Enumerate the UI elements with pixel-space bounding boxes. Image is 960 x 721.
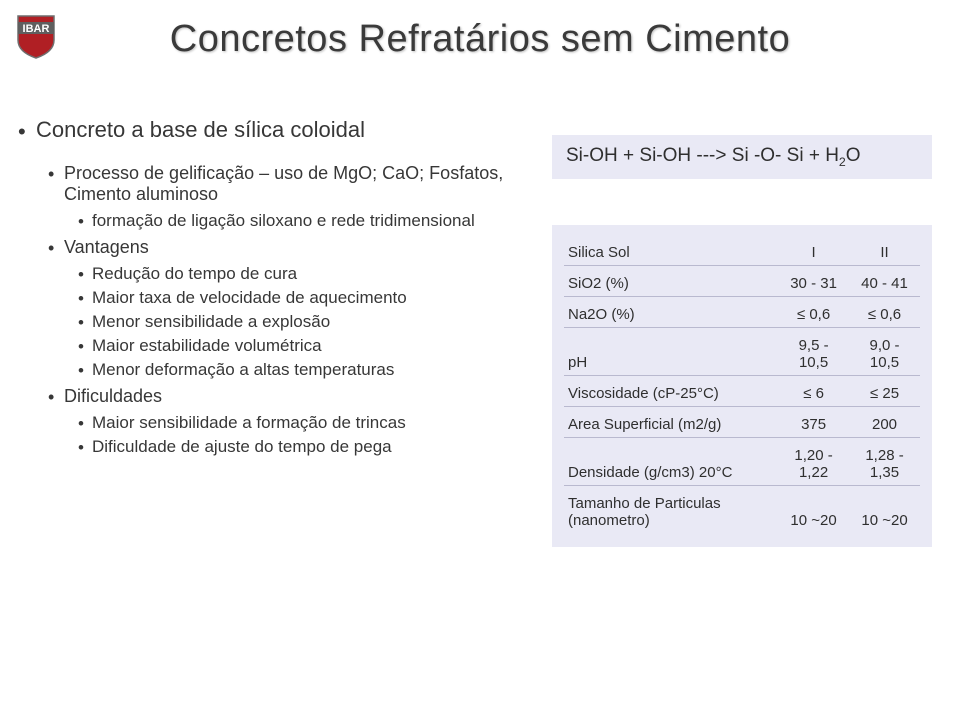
cell: ≤ 0,6	[849, 297, 920, 328]
cell: ≤ 0,6	[778, 297, 849, 328]
silica-table: Silica Sol I II SiO2 (%)30 - 3140 - 41 N…	[564, 235, 920, 533]
table-row: pH9,5 - 10,59,0 - 10,5	[564, 328, 920, 376]
cell: Na2O (%)	[564, 297, 778, 328]
table-header: II	[849, 235, 920, 266]
bullet-lvl1: Concreto a base de sílica coloidal	[18, 117, 518, 143]
bullet-lvl3: Maior estabilidade volumétrica	[78, 336, 518, 356]
bullet-lvl3: Dificuldade de ajuste do tempo de pega	[78, 437, 518, 457]
cell: Area Superficial (m2/g)	[564, 407, 778, 438]
cell: pH	[564, 328, 778, 376]
cell: 375	[778, 407, 849, 438]
bullet-lvl2: Processo de gelificação – uso de MgO; Ca…	[48, 163, 518, 205]
cell: Viscosidade (cP-25°C)	[564, 376, 778, 407]
cell: 10 ~20	[849, 486, 920, 534]
slide-title: Concretos Refratários sem Cimento	[0, 18, 960, 61]
bullet-lvl3: Maior sensibilidade a formação de trinca…	[78, 413, 518, 433]
slide: IBAR Concretos Refratários sem Cimento C…	[0, 0, 960, 721]
cell: 1,20 - 1,22	[778, 438, 849, 486]
silica-table-box: Silica Sol I II SiO2 (%)30 - 3140 - 41 N…	[552, 225, 932, 547]
table-row: Tamanho de Particulas (nanometro)10 ~201…	[564, 486, 920, 534]
table-header: Silica Sol	[564, 235, 778, 266]
table-header: I	[778, 235, 849, 266]
cell: 200	[849, 407, 920, 438]
bullet-column: Concreto a base de sílica coloidal Proce…	[18, 117, 518, 461]
cell: Densidade (g/cm3) 20°C	[564, 438, 778, 486]
cell: ≤ 25	[849, 376, 920, 407]
cell: Tamanho de Particulas (nanometro)	[564, 486, 778, 534]
table-row: Na2O (%)≤ 0,6≤ 0,6	[564, 297, 920, 328]
bullet-lvl3: Maior taxa de velocidade de aquecimento	[78, 288, 518, 308]
bullet-lvl3: formação de ligação siloxano e rede trid…	[78, 211, 518, 231]
table-row: Area Superficial (m2/g)375200	[564, 407, 920, 438]
cell: 9,5 - 10,5	[778, 328, 849, 376]
table-row: Densidade (g/cm3) 20°C1,20 - 1,221,28 - …	[564, 438, 920, 486]
table-row: SiO2 (%)30 - 3140 - 41	[564, 266, 920, 297]
table-row: Viscosidade (cP-25°C)≤ 6≤ 25	[564, 376, 920, 407]
bullet-lvl3: Menor deformação a altas temperaturas	[78, 360, 518, 380]
table-header-row: Silica Sol I II	[564, 235, 920, 266]
cell: 40 - 41	[849, 266, 920, 297]
bullet-lvl3: Redução do tempo de cura	[78, 264, 518, 284]
cell: 30 - 31	[778, 266, 849, 297]
cell: 9,0 - 10,5	[849, 328, 920, 376]
bullet-lvl2: Vantagens	[48, 237, 518, 258]
bullet-lvl3: Menor sensibilidade a explosão	[78, 312, 518, 332]
cell: 1,28 - 1,35	[849, 438, 920, 486]
cell: ≤ 6	[778, 376, 849, 407]
formula-box: Si-OH + Si-OH ---> Si -O- Si + H2O	[552, 135, 932, 179]
cell: SiO2 (%)	[564, 266, 778, 297]
formula-text: Si-OH + Si-OH ---> Si -O- Si + H2O	[566, 145, 861, 169]
cell: 10 ~20	[778, 486, 849, 534]
bullet-lvl2: Dificuldades	[48, 386, 518, 407]
